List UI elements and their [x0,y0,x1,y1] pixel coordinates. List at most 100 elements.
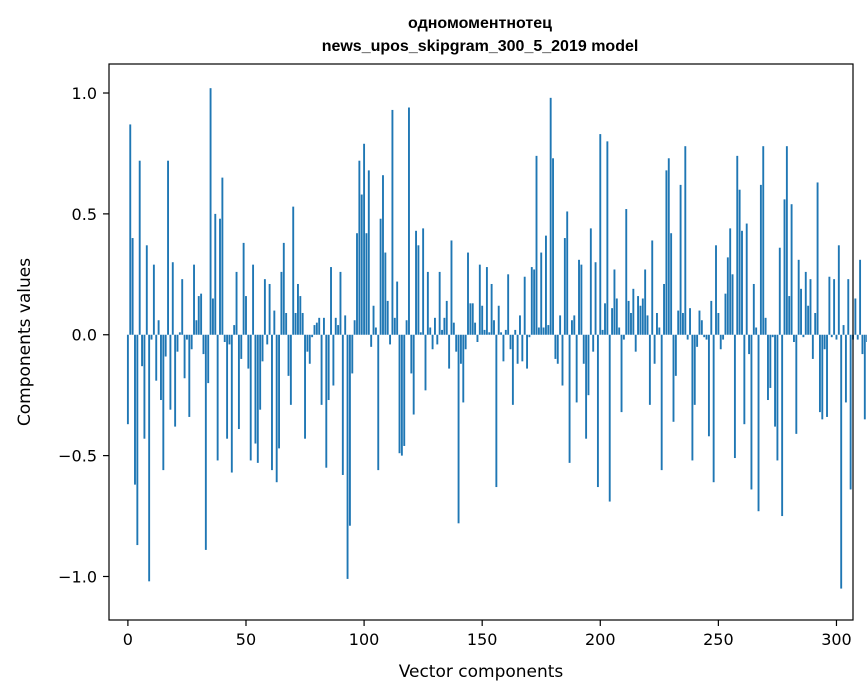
bar-194 [585,334,588,439]
bar-159 [502,334,505,362]
bar-70 [292,206,295,335]
bar-171 [530,267,533,335]
bar-175 [540,252,543,335]
bar-125 [422,228,425,335]
bar-220 [646,315,649,335]
bar-302 [840,334,843,589]
bar-222 [651,240,654,335]
bar-208 [618,327,621,335]
bar-19 [171,262,174,335]
bar-246 [707,334,710,437]
bar-92 [344,315,347,335]
y-axis-ticks: −1.0 −0.5 0.0 0.5 1.0 [58,84,109,586]
bar-139 [455,334,458,352]
bar-173 [535,155,538,335]
bar-93 [346,334,349,579]
bar-49 [242,242,245,335]
bar-23 [181,279,184,335]
bar-130 [434,317,436,335]
bar-185 [563,238,566,335]
x-axis-label: Vector components [399,662,564,682]
bar-187 [568,334,571,463]
bar-213 [630,312,632,335]
bar-106 [377,334,380,471]
bar-97 [356,233,358,335]
bar-119 [408,107,410,335]
bar-207 [615,298,618,335]
bar-137 [450,240,453,335]
bar-215 [634,334,637,352]
bar-68 [287,334,290,376]
bar-0 [126,334,129,425]
bar-238 [689,308,691,335]
bar-272 [769,334,772,388]
bar-43 [228,334,231,345]
bar-66 [282,242,285,335]
bar-253 [724,293,727,335]
bar-169 [526,334,528,369]
bar-126 [424,334,427,391]
bar-25 [186,334,188,340]
bar-9 [148,334,151,582]
bar-15 [162,334,165,471]
bar-134 [443,317,446,335]
bar-188 [570,320,573,335]
bar-177 [545,235,547,335]
bar-44 [230,334,233,473]
bar-29 [195,320,198,335]
bar-277 [781,334,784,517]
bar-285 [800,288,802,335]
bar-293 [818,334,821,413]
bar-91 [341,334,344,475]
bar-2 [131,238,134,335]
bar-35 [209,88,212,335]
bar-6 [141,334,144,367]
bar-301 [837,245,840,335]
bar-311 [861,334,864,355]
bar-138 [452,322,455,335]
bar-195 [587,334,590,396]
bar-189 [573,315,576,335]
bar-226 [660,334,663,471]
bar-99 [360,194,363,335]
bar-254 [726,257,729,335]
bar-162 [509,334,512,350]
bar-261 [743,334,746,425]
x-tick-label: 50 [236,630,256,649]
bar-202 [604,303,606,335]
bar-100 [363,143,366,335]
plot-frame [108,63,854,621]
bar-72 [297,283,299,335]
bar-286 [802,334,805,338]
bar-178 [547,325,550,335]
bar-157 [497,305,500,335]
bar-269 [762,146,765,335]
bar-151 [483,329,486,335]
bar-274 [774,334,776,427]
bar-45 [233,325,236,335]
bar-227 [663,283,665,335]
bar-47 [237,334,240,430]
bar-279 [785,146,788,335]
bar-168 [523,276,526,335]
bar-52 [249,334,252,461]
bar-30 [197,296,200,335]
bar-62 [273,310,276,335]
bar-86 [330,267,332,335]
bar-271 [767,334,769,401]
bar-260 [741,230,743,335]
bar-214 [632,288,635,335]
bar-98 [358,160,361,335]
bar-105 [374,327,377,335]
bar-5 [138,160,141,335]
bar-60 [268,283,271,335]
bar-186 [566,211,569,335]
bar-144 [467,252,469,335]
bar-26 [188,334,191,417]
x-tick-label: 300 [821,630,852,649]
bar-306 [849,334,852,490]
bar-158 [500,332,503,335]
bar-135 [445,300,448,335]
bar-248 [712,334,715,483]
bar-236 [684,146,687,335]
